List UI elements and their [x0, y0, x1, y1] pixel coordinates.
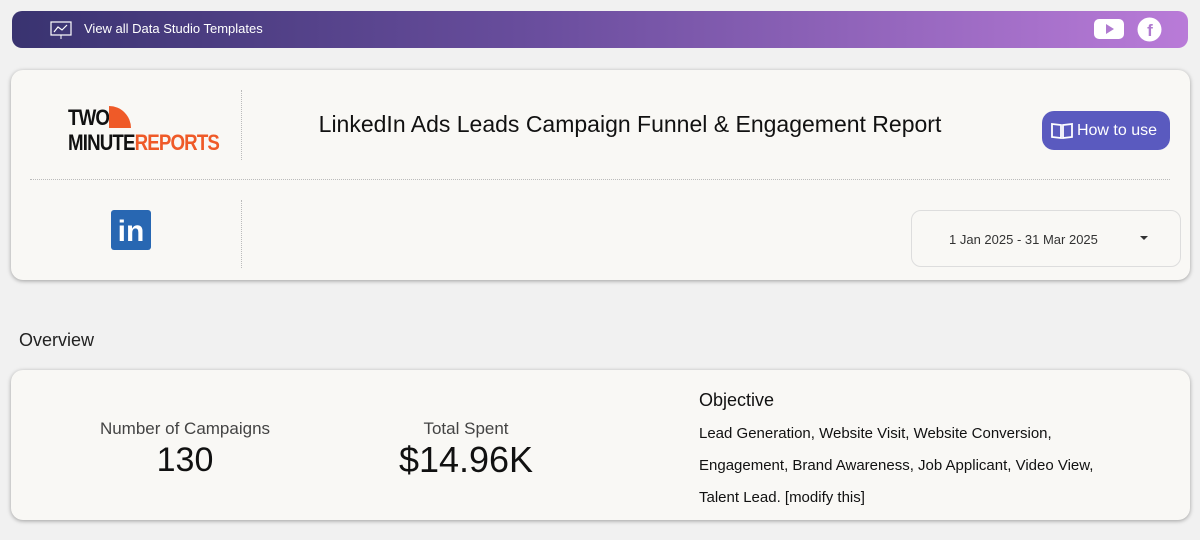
kpi-value: 130	[156, 441, 214, 479]
logo-mark	[109, 106, 131, 128]
date-picker[interactable]: 1 Jan 2025 - 31 Mar 2025	[911, 210, 1181, 267]
logo-line1: TWO	[68, 105, 110, 130]
overview-card: Number of Campaigns 130 Total Spent $14.…	[11, 370, 1190, 520]
divider	[30, 179, 1170, 180]
logo-line2: MINUTEREPORTS	[68, 130, 220, 155]
facebook-icon[interactable]: f	[1137, 17, 1162, 42]
svg-text:in: in	[118, 215, 145, 248]
logo-reports: REPORTS	[134, 130, 220, 155]
dropdown-arrow	[1140, 236, 1148, 240]
logo-minute: MINUTE	[68, 130, 135, 155]
divider	[241, 90, 242, 160]
linkedin-icon: in	[111, 210, 151, 250]
date-range[interactable]: 1 Jan 2025 - 31 Mar 2025	[949, 232, 1098, 247]
divider	[241, 200, 242, 268]
kpi-value: $14.96K	[398, 439, 534, 480]
kpi-label: Number of Campaigns	[99, 419, 271, 438]
book-icon	[1051, 122, 1073, 139]
svg-text:f: f	[1147, 21, 1153, 40]
templates-icon	[50, 21, 72, 39]
header-card: TWO MINUTEREPORTS LinkedIn Ads Leads Cam…	[11, 70, 1190, 280]
section-heading: Overview	[19, 330, 95, 350]
kpi-label: Total Spent	[423, 419, 509, 438]
templates-link[interactable]: View all Data Studio Templates	[84, 21, 263, 36]
objective-text: Lead Generation, Website Visit, Website …	[699, 425, 1094, 506]
objective-label: Objective	[699, 390, 775, 410]
how-to-use-button[interactable]: How to use	[1042, 111, 1170, 150]
button-label[interactable]: How to use	[1076, 122, 1157, 139]
top-bar: View all Data Studio Templates f	[12, 11, 1188, 48]
report-title: LinkedIn Ads Leads Campaign Funnel & Eng…	[318, 111, 942, 137]
youtube-icon[interactable]	[1094, 18, 1124, 40]
